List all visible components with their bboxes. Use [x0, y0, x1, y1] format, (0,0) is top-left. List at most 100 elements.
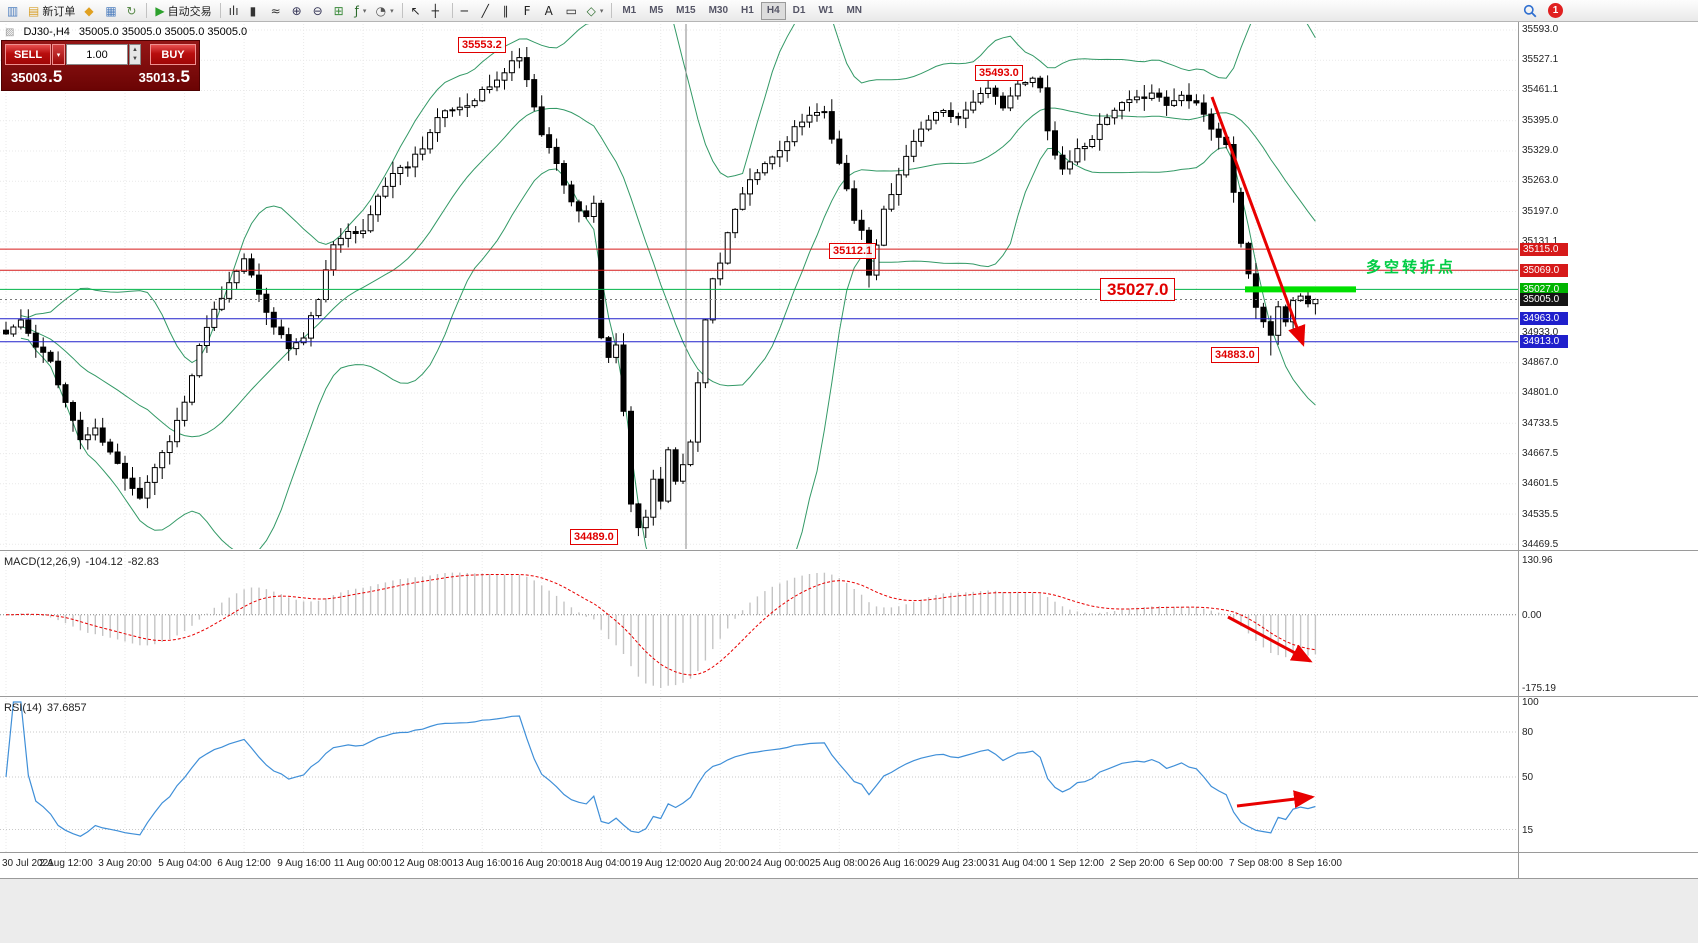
- candle: [203, 315, 210, 353]
- fibonacci-tool-icon: F: [523, 3, 531, 18]
- candle: [92, 418, 99, 441]
- timeframe-h1[interactable]: H1: [741, 4, 754, 16]
- candle: [769, 155, 776, 170]
- candle: [129, 467, 136, 496]
- candle: [925, 115, 932, 132]
- candle: [233, 269, 240, 289]
- data-window-button[interactable]: ▦: [101, 1, 121, 21]
- candle: [1059, 146, 1066, 175]
- refresh-button[interactable]: ↻: [122, 1, 142, 21]
- hline-tool-icon: ─: [460, 3, 468, 18]
- candle: [970, 90, 977, 114]
- toolbar-separator: [146, 3, 148, 18]
- hline-tool-button[interactable]: ─: [457, 1, 477, 21]
- candle: [1178, 91, 1185, 107]
- candle: [947, 102, 954, 123]
- step-down-icon[interactable]: ▼: [132, 56, 138, 63]
- bar-chart-button[interactable]: ılı: [225, 1, 245, 21]
- timeframe-w1[interactable]: W1: [818, 4, 834, 16]
- search-icon: [1523, 4, 1537, 17]
- candlestick-chart-button[interactable]: ▮: [246, 1, 266, 21]
- order-type-dropdown[interactable]: ▾: [52, 44, 65, 65]
- tile-windows-button[interactable]: ⊞: [330, 1, 350, 21]
- panel-separators[interactable]: [0, 22, 1698, 879]
- candle: [3, 321, 9, 335]
- candle: [709, 277, 716, 324]
- candle: [977, 87, 984, 105]
- candle: [814, 103, 820, 122]
- volume-input[interactable]: 1.00: [66, 44, 128, 65]
- crosshair-button[interactable]: ┼: [428, 1, 448, 21]
- candle: [1230, 136, 1237, 203]
- notification-badge[interactable]: 1: [1548, 3, 1563, 18]
- candle: [523, 47, 530, 87]
- candle: [151, 463, 158, 495]
- rsi-value: 37.6857: [46, 702, 87, 714]
- zoom-in-button[interactable]: ⊕: [288, 1, 308, 21]
- text-tool-button[interactable]: A: [541, 1, 561, 21]
- text-tool-icon: A: [544, 3, 553, 18]
- candle: [1238, 187, 1244, 248]
- buy-price[interactable]: 35013.5: [138, 67, 190, 86]
- search-button[interactable]: [1519, 1, 1541, 21]
- chevron-down-icon: ▾: [599, 7, 604, 15]
- timeframe-m1[interactable]: M1: [622, 4, 637, 16]
- candle: [955, 112, 962, 126]
- timeframe-mn[interactable]: MN: [846, 4, 862, 16]
- candle: [189, 373, 195, 406]
- periods-button[interactable]: ◔ ▾: [372, 1, 398, 21]
- candle: [1260, 302, 1267, 328]
- timeframe-m15[interactable]: M15: [676, 4, 696, 16]
- candle: [62, 382, 69, 408]
- macd-histogram: [12, 572, 1317, 688]
- candle: [895, 167, 902, 206]
- chart-icon: ▨: [5, 26, 15, 38]
- step-up-icon[interactable]: ▲: [132, 46, 138, 53]
- autotrading-button-button[interactable]: ▶ 自动交易: [151, 1, 215, 21]
- macd-signal-value: -82.83: [127, 556, 159, 568]
- timeframe-h4[interactable]: H4: [760, 1, 786, 20]
- zoom-out-button[interactable]: ⊖: [309, 1, 329, 21]
- market-watch-button[interactable]: ◆: [80, 1, 100, 21]
- timeframe-d1[interactable]: D1: [792, 4, 806, 16]
- sell-button[interactable]: SELL: [5, 44, 51, 65]
- candle: [575, 199, 582, 223]
- candle: [531, 74, 538, 112]
- trendline-tool-button[interactable]: ╱: [478, 1, 498, 21]
- candle: [613, 333, 620, 364]
- candle: [494, 71, 500, 92]
- fibonacci-tool-button[interactable]: F: [520, 1, 540, 21]
- trend-arrow[interactable]: [1227, 615, 1313, 663]
- candlestick-chart-icon: ▮: [249, 3, 257, 18]
- candle: [412, 146, 419, 178]
- indicators-button[interactable]: ƒ ▾: [351, 1, 371, 21]
- candle: [136, 477, 143, 500]
- new-order-button-button[interactable]: ▤ 新订单: [24, 1, 79, 21]
- buy-button[interactable]: BUY: [150, 44, 196, 65]
- candle: [367, 205, 374, 233]
- chevron-down-icon: ▾: [362, 7, 367, 15]
- candle: [553, 138, 560, 171]
- trend-arrow[interactable]: [1210, 96, 1306, 347]
- cursor-button[interactable]: ↖: [407, 1, 427, 21]
- candle: [702, 318, 709, 389]
- candle: [464, 93, 471, 117]
- sell-price[interactable]: 35003.5: [11, 67, 63, 86]
- shapes-tool-button[interactable]: ◇ ▾: [583, 1, 608, 21]
- rsi-line: [5, 701, 1316, 837]
- timeframe-m30[interactable]: M30: [708, 4, 729, 16]
- channel-tool-button[interactable]: ∥: [499, 1, 519, 21]
- volume-stepper[interactable]: ▲ ▼: [129, 44, 141, 65]
- candle: [628, 406, 634, 513]
- candle: [1044, 75, 1051, 141]
- candle: [933, 111, 939, 125]
- candle: [1007, 87, 1014, 112]
- trend-arrow[interactable]: [1236, 790, 1315, 809]
- candle: [1297, 293, 1304, 302]
- line-chart-button[interactable]: ≈: [267, 1, 287, 21]
- candle: [404, 161, 411, 177]
- timeframe-m5[interactable]: M5: [649, 4, 664, 16]
- new-chart-button[interactable]: ▥: [3, 1, 23, 21]
- label-tool-button[interactable]: ▭: [562, 1, 582, 21]
